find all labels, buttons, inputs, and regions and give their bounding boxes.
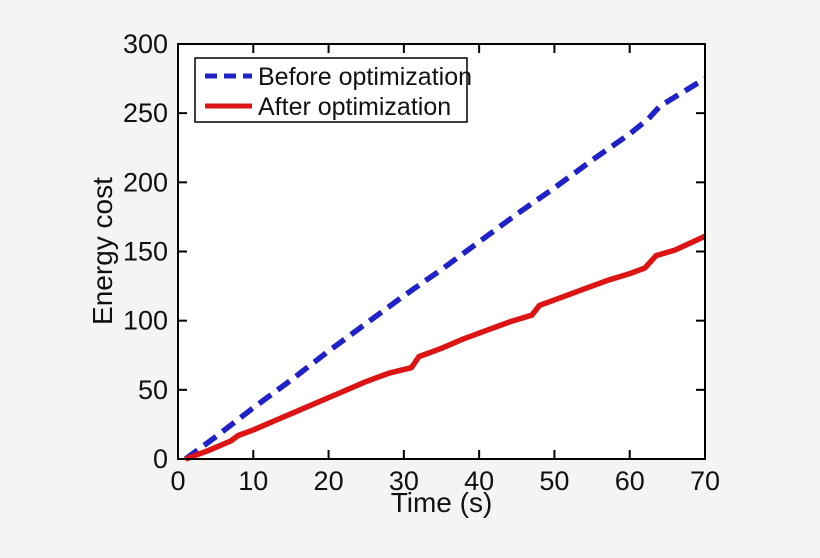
x-tick-label: 0 (170, 466, 185, 496)
y-tick-label: 0 (153, 444, 168, 474)
y-tick-label: 200 (123, 167, 168, 197)
x-tick-label: 10 (238, 466, 268, 496)
y-tick-label: 300 (123, 29, 168, 59)
x-tick-label: 30 (389, 466, 419, 496)
y-tick-label: 100 (123, 306, 168, 336)
y-axis-label: Energy cost (87, 177, 118, 325)
x-tick-label: 50 (539, 466, 569, 496)
plot-border (177, 43, 706, 460)
y-tick-label: 250 (123, 98, 168, 128)
series-line-before-optimization (183, 76, 707, 462)
legend-label: Before optimization (258, 63, 472, 91)
x-tick-label: 70 (690, 466, 720, 496)
y-tick-label: 50 (138, 375, 168, 405)
x-tick-label: 60 (615, 466, 645, 496)
series-line-after-optimization (184, 233, 707, 462)
legend-box (194, 57, 468, 123)
x-axis-label: Time (s) (391, 487, 493, 518)
y-tick-label: 150 (123, 237, 168, 267)
x-tick-label: 40 (464, 466, 494, 496)
legend-label: After optimization (258, 93, 451, 121)
x-tick-label: 20 (314, 466, 344, 496)
